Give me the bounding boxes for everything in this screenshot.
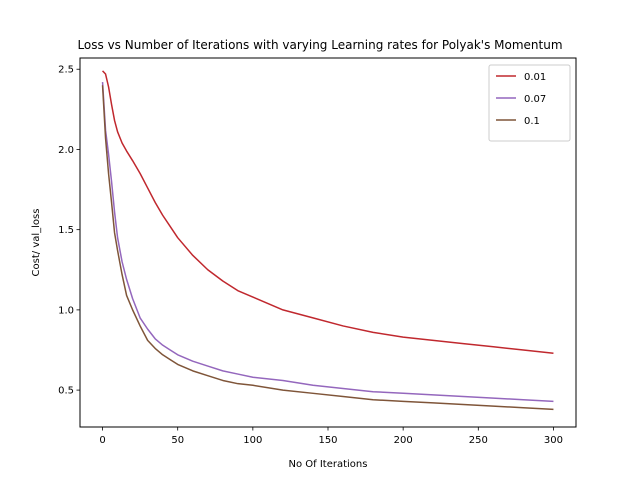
series-layer	[101, 70, 554, 411]
legend-label-0.01: 0.01	[524, 72, 546, 83]
y-tick-label: 0.5	[58, 386, 74, 397]
series-line-0.1	[101, 85, 554, 411]
legend-label-0.1: 0.1	[524, 116, 540, 127]
y-tick-label: 1.0	[58, 305, 74, 316]
x-axis-label: No Of Iterations	[289, 459, 368, 470]
series-line-0.07	[101, 82, 554, 403]
legend-label-0.07: 0.07	[524, 94, 546, 105]
y-axis-label: Cost/ val_loss	[31, 209, 42, 277]
plot-frame	[79, 57, 577, 428]
chart-title: Loss vs Number of Iterations with varyin…	[77, 38, 562, 52]
x-tick-label: 100	[243, 435, 262, 446]
y-tick-label: 1.5	[58, 225, 74, 236]
legend-box	[488, 64, 571, 142]
x-tick-label: 200	[394, 435, 413, 446]
x-tick-label: 250	[469, 435, 488, 446]
series-line-0.01	[102, 70, 554, 354]
y-tick-label: 2.5	[58, 65, 74, 76]
x-tick-label: 150	[318, 435, 337, 446]
legend: 0.01 0.07 0.1	[488, 64, 571, 142]
x-tick-label: 50	[171, 435, 184, 446]
y-tick-label: 2.0	[58, 145, 74, 156]
x-tick-label: 300	[544, 435, 563, 446]
x-tick-label: 0	[99, 435, 105, 446]
ticks-layer: 0 50 100 150 200 250 300 0.5 1.0 1.5 2.0 2.5	[58, 65, 563, 446]
